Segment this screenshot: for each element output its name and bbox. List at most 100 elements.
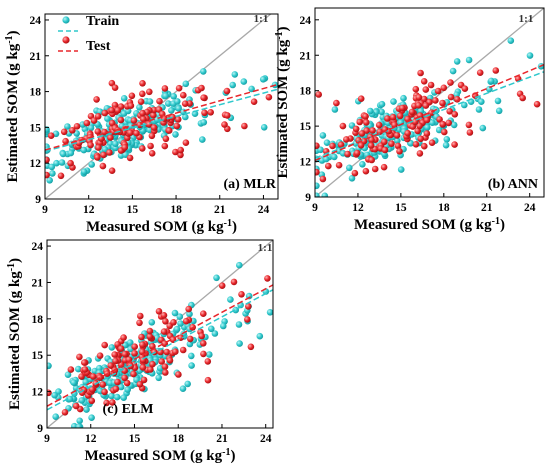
test-point [416,150,424,157]
test-point [182,139,190,146]
x-tick-label: 18 [172,433,184,445]
test-point [163,348,171,356]
panel-elm: 9 12 15 18 21 24 9 12 15 18 21 24 Measured SOM (g k… [6,239,274,465]
test-point [130,370,137,378]
test-point [358,130,366,137]
test-point [136,319,143,327]
test-point [114,107,122,114]
train-point [174,98,181,105]
test-point [393,132,401,139]
test-point [200,310,207,318]
test-point [200,94,207,101]
test-point [391,121,398,129]
train-point [70,379,77,386]
train-point [322,155,330,163]
train-point [266,309,273,316]
test-point [146,327,154,335]
x-tick-label: 9 [44,433,50,445]
train-point [453,58,461,65]
y-tick-label: 15 [300,121,312,133]
train-point [378,108,385,116]
legend: Train Test [58,14,119,54]
train-point [397,166,405,173]
test-point [140,376,148,384]
train-point [49,170,56,177]
test-point [111,351,118,358]
test-point [315,168,320,176]
test-point [147,142,154,150]
test-point [436,116,443,123]
test-point [114,378,121,386]
test-point [446,108,454,115]
test-point [339,122,347,130]
test-point [329,142,336,150]
axis-ticks: 9 12 15 18 21 24 9 12 15 18 21 24 [30,15,270,216]
train-point [240,78,248,85]
train-point [88,414,95,422]
train-point [120,394,127,402]
train-point [113,393,121,401]
one-to-one-label: 1:1 [258,242,273,254]
test-point [100,151,107,159]
axis-ticks: 9 12 15 18 21 24 9 12 15 18 21 24 [32,241,272,445]
train-point [429,119,436,126]
test-point [112,385,120,393]
y-tick-label: 12 [32,387,44,399]
legend-train-label: Train [86,14,119,29]
test-point [343,136,350,143]
train-point [435,126,443,134]
train-point [104,115,111,122]
train-point [96,364,103,372]
train-point [182,113,189,121]
test-point [94,113,102,120]
x-tick-label: 9 [312,202,318,214]
test-point [172,148,179,156]
train-point [76,417,83,425]
test-point [140,115,147,123]
legend-test-marker [62,36,70,44]
train-point [378,100,386,108]
y-tick-label: 24 [30,15,42,27]
x-axis-label: Measured SOM (g kg-1) [85,447,236,465]
test-point [519,94,526,102]
test-point [127,129,134,136]
test-point [319,175,327,183]
test-point [465,121,473,129]
test-point [166,357,174,364]
x-tick-label: 12 [85,433,97,445]
test-point [414,127,422,135]
test-point [81,366,89,373]
test-point [121,374,128,382]
train-point [461,101,468,109]
train-point [475,106,483,113]
y-tick-label: 24 [300,15,312,27]
test-point [381,146,389,154]
test-point [420,78,428,85]
train-point [146,98,154,105]
train-point [136,104,143,111]
test-point [89,373,97,380]
x-tick-label: 15 [127,204,139,216]
train-point [465,56,473,64]
train-point [171,309,179,317]
train-point [188,362,195,369]
test-point [107,362,114,369]
test-point [337,141,345,148]
test-point [223,87,231,95]
train-point [495,107,503,115]
test-point [103,399,110,407]
test-point [180,91,187,99]
y-tick-label: 12 [30,158,42,170]
train-point [108,392,115,400]
train-point [184,380,191,388]
test-point [432,97,439,104]
test-fit-line [47,284,273,407]
train-point [236,261,243,269]
train-point [122,151,129,158]
test-point [73,123,81,130]
test-point [396,112,404,120]
test-point [422,102,430,109]
train-point [124,386,131,393]
test-point [96,374,104,381]
train-point [148,319,156,326]
